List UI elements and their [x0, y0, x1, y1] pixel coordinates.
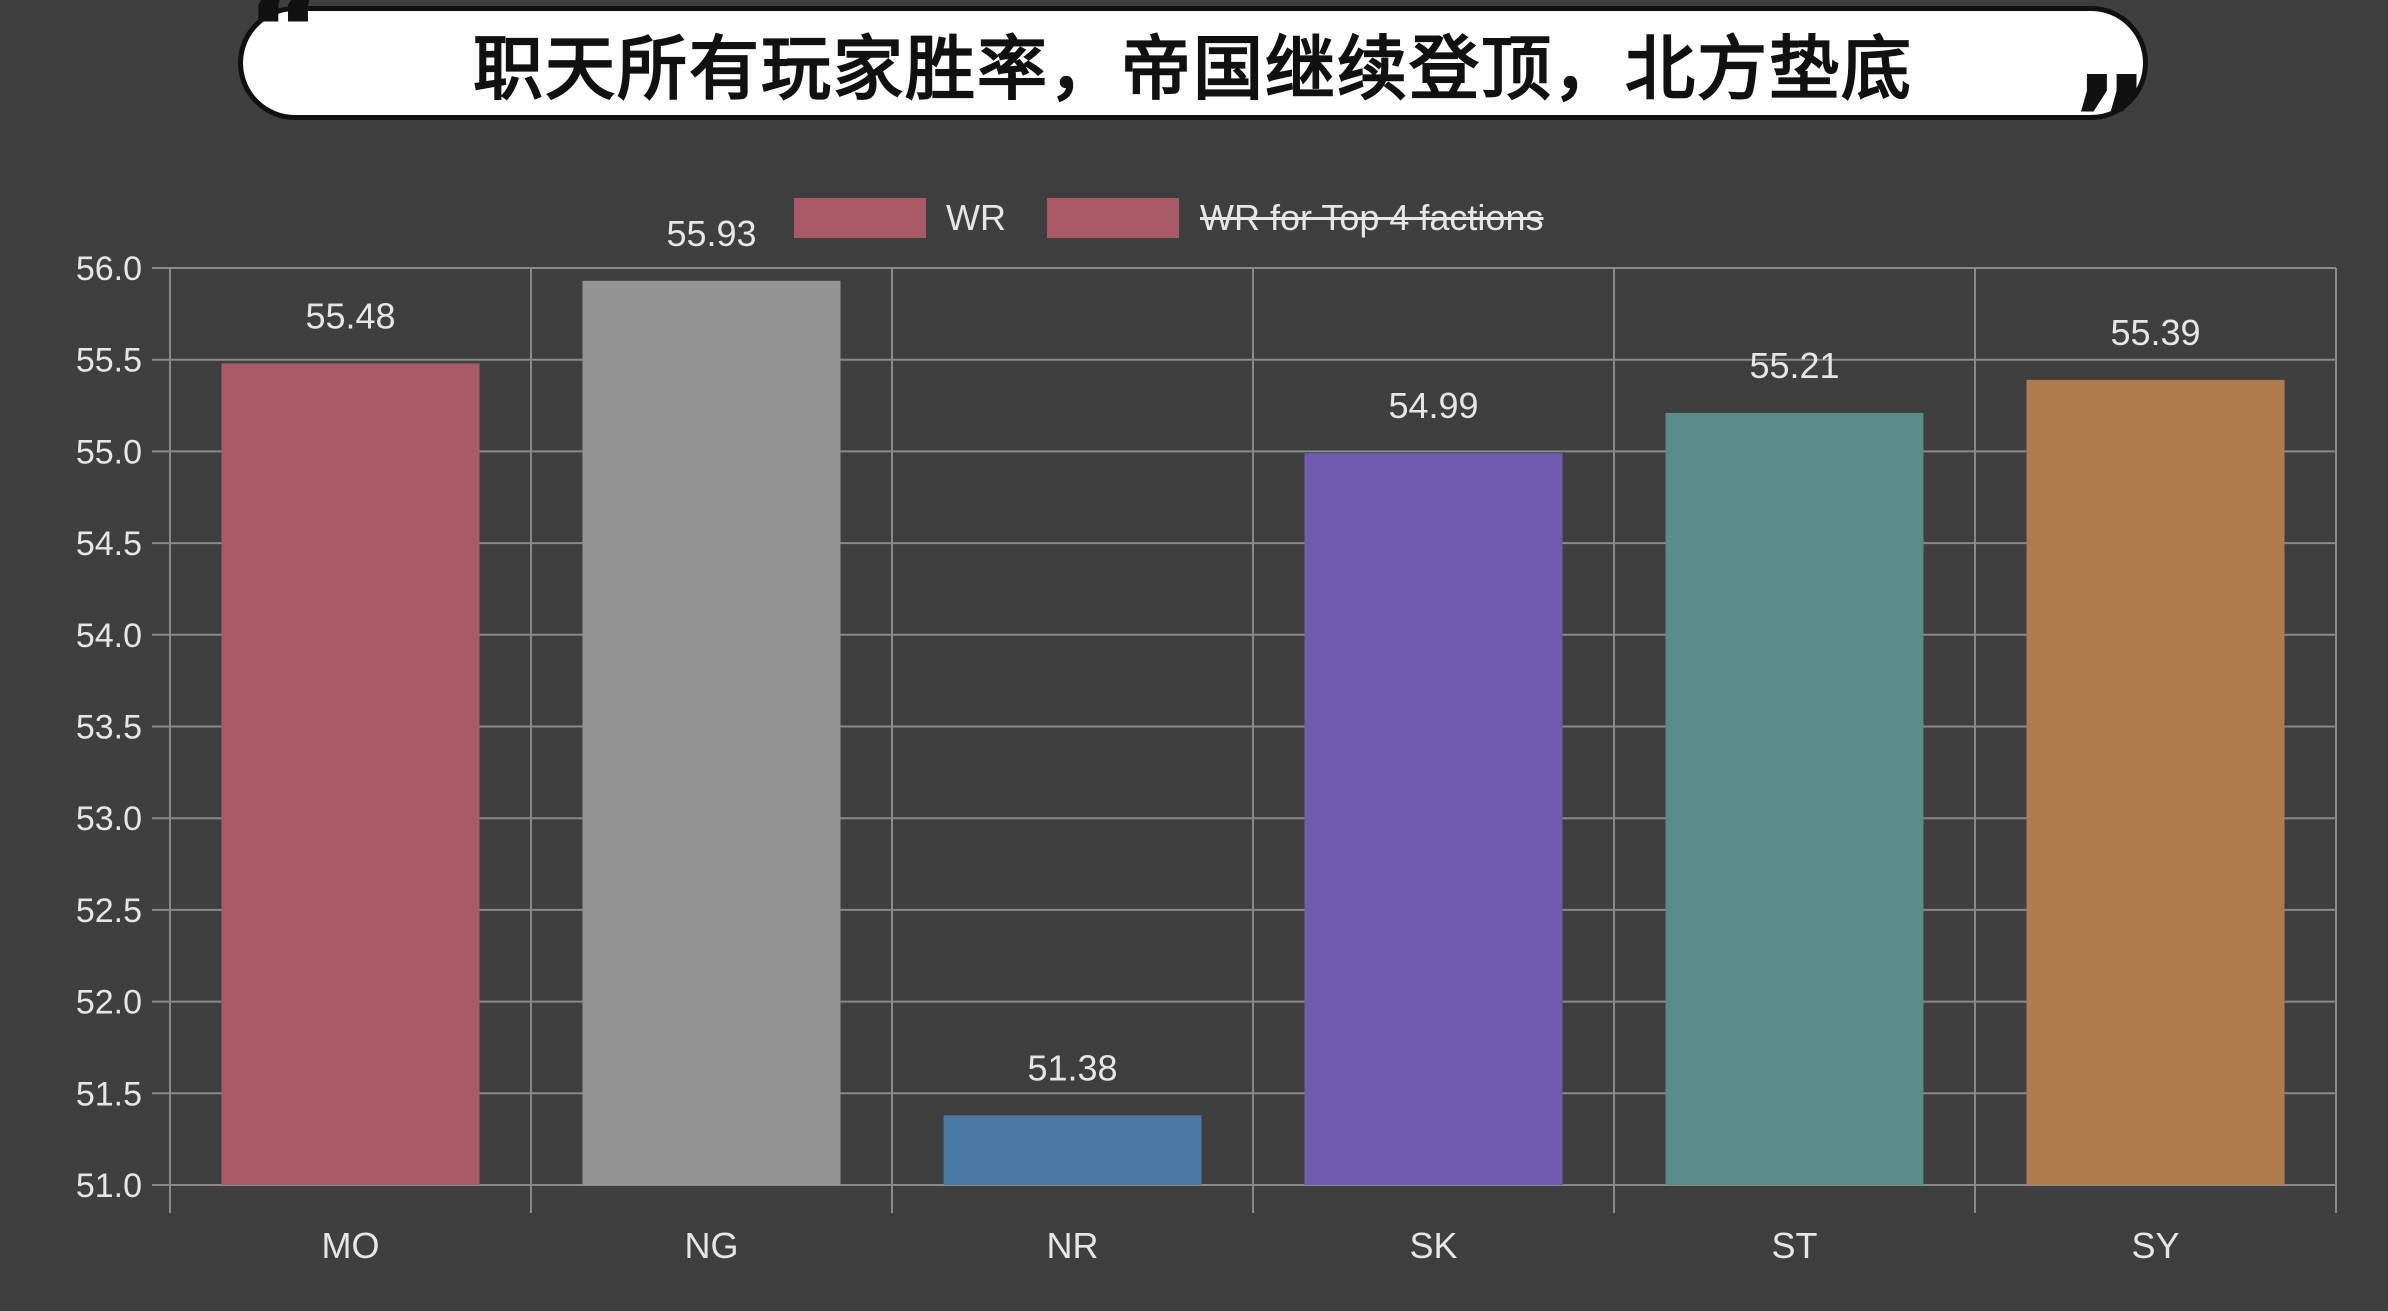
title-bubble	[238, 6, 2148, 120]
y-tick-label: 55.0	[76, 433, 142, 471]
bar-sy	[2026, 379, 2285, 1185]
y-tick-label: 52.5	[76, 892, 142, 930]
data-label-ng: 55.93	[666, 213, 756, 254]
data-label-sy: 55.39	[2110, 312, 2200, 353]
y-tick-label: 51.5	[76, 1075, 142, 1113]
chart-title: 职天所有玩家胜率，帝国继续登顶，北方垫底	[473, 27, 1913, 110]
y-tick-label: 55.5	[76, 342, 142, 380]
y-tick-label: 52.0	[76, 984, 142, 1022]
bar-mo	[221, 363, 480, 1185]
y-tick-label: 53.0	[76, 800, 142, 838]
bar-sk	[1304, 453, 1563, 1185]
bar-ng	[582, 280, 841, 1185]
x-tick-label-st: ST	[1771, 1225, 1817, 1266]
y-tick-label: 53.5	[76, 709, 142, 747]
legend-label-top4[interactable]: WR for Top 4 factions	[1200, 197, 1544, 238]
legend-swatch-top4[interactable]	[1047, 198, 1179, 238]
data-label-sk: 54.99	[1388, 385, 1478, 426]
open-quote-mark: “	[246, 0, 325, 101]
x-tick-label-ng: NG	[685, 1225, 739, 1266]
legend-swatch-wr[interactable]	[794, 198, 926, 238]
y-tick-label: 54.5	[76, 525, 142, 563]
x-tick-label-sk: SK	[1409, 1225, 1457, 1266]
data-label-mo: 55.48	[305, 295, 395, 336]
x-tick-label-nr: NR	[1047, 1225, 1099, 1266]
data-label-nr: 51.38	[1027, 1047, 1117, 1088]
x-tick-label-mo: MO	[322, 1225, 380, 1266]
x-tick-label-sy: SY	[2131, 1225, 2179, 1266]
y-tick-label: 54.0	[76, 617, 142, 655]
bar-st	[1665, 412, 1924, 1185]
legend-label-wr[interactable]: WR	[946, 197, 1006, 238]
y-tick-label: 51.0	[76, 1167, 142, 1205]
close-quote-mark: ”	[2070, 52, 2149, 191]
data-label-st: 55.21	[1749, 345, 1839, 386]
y-tick-label: 56.0	[76, 250, 142, 288]
bar-nr	[943, 1115, 1202, 1185]
